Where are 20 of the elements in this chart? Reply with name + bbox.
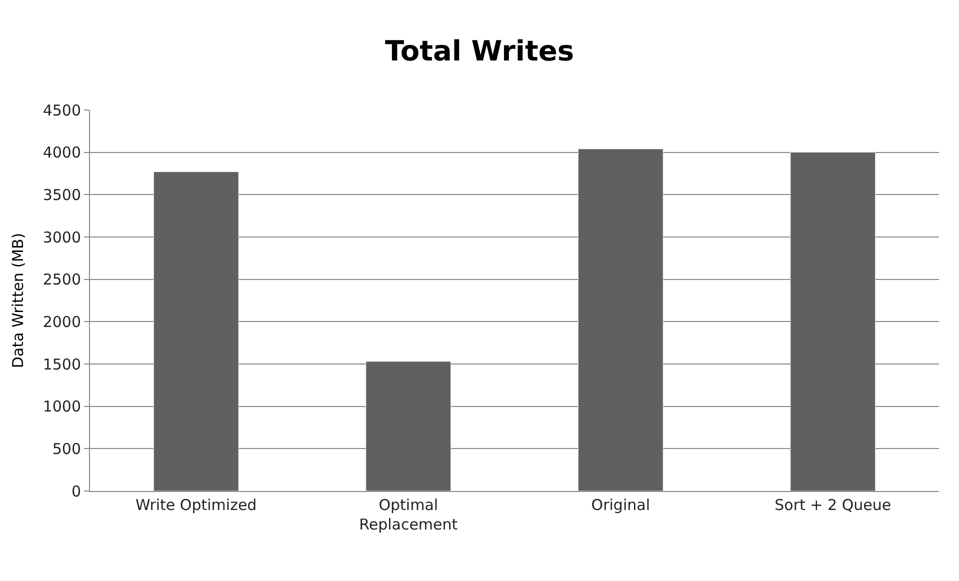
x-tick-label: Write Optimized [136,496,257,514]
y-tick-label: 0 [71,482,81,500]
y-tick-label: 4500 [42,101,81,120]
chart-title: Total Writes [384,34,574,68]
bar [790,152,876,491]
y-tick-label: 2000 [42,312,81,331]
y-tick-label: 3500 [42,186,81,204]
y-tick-label: 3000 [42,228,81,246]
y-tick-label: 1500 [42,355,81,374]
bar [578,148,664,491]
y-tick-label: 500 [52,440,81,458]
x-tick-label: Optimal Replacement [359,496,458,534]
x-tick-label: Original [591,496,650,514]
y-tick-label: 2500 [42,270,81,289]
y-axis-title: Data Written (MB) [9,232,28,368]
bar [153,172,239,491]
x-tick-label: Sort + 2 Queue [774,496,892,514]
y-tick-label: 4000 [42,144,81,162]
bar [366,361,452,491]
y-tick-label: 1000 [42,398,81,416]
